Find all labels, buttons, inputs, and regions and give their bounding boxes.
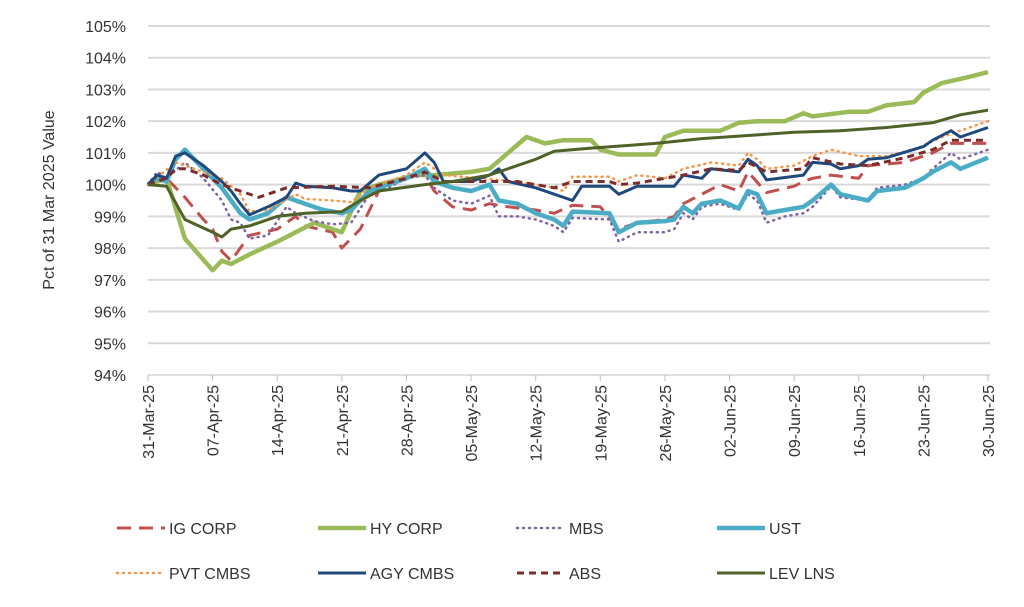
y-tick-label: 99% xyxy=(94,209,126,226)
legend-item-ig-corp: IG CORP xyxy=(117,521,237,538)
legend-item-mbs: MBS xyxy=(515,521,604,538)
series-line-lev-lns xyxy=(147,108,989,239)
x-tick-label: 30-Jun-25 xyxy=(981,385,998,457)
x-tick-label: 23-Jun-25 xyxy=(916,385,933,457)
y-tick-label: 105% xyxy=(85,19,126,36)
series-line-mbs xyxy=(146,148,990,243)
x-tick-label: 19-May-25 xyxy=(593,385,610,462)
legend-label: UST xyxy=(769,521,801,538)
y-axis-title: Pct of 31 Mar 2025 Value xyxy=(41,110,58,289)
legend-label: MBS xyxy=(569,521,604,538)
legend-label: HY CORP xyxy=(370,521,443,538)
series-line-pvt-cmbs xyxy=(146,119,990,213)
legend-label: ABS xyxy=(569,566,601,583)
y-tick-label: 100% xyxy=(85,178,126,195)
x-tick-label: 21-Apr-25 xyxy=(335,385,352,456)
y-tick-label: 101% xyxy=(85,146,126,163)
x-tick-label: 28-Apr-25 xyxy=(399,385,416,456)
y-tick-label: 94% xyxy=(94,368,126,385)
series-line-hy-corp xyxy=(147,69,989,273)
x-tick-label: 09-Jun-25 xyxy=(787,385,804,457)
x-tick-label: 02-Jun-25 xyxy=(723,385,740,457)
series-line-abs xyxy=(147,138,988,199)
y-tick-label: 97% xyxy=(94,273,126,290)
y-tick-label: 95% xyxy=(94,336,126,353)
y-tick-label: 102% xyxy=(85,114,126,131)
x-axis-ticks: 31-Mar-25 07-Apr-25 14-Apr-25 21-Apr-25 28-A… xyxy=(141,375,998,461)
legend-item-agy-cmbs: AGY CMBS xyxy=(318,566,454,583)
legend-item-hy-corp: HY CORP xyxy=(318,521,443,538)
legend-label: AGY CMBS xyxy=(370,566,454,583)
legend-item-pvt-cmbs: PVT CMBS xyxy=(115,566,251,583)
y-tick-label: 104% xyxy=(85,51,126,68)
series-line-ust xyxy=(146,147,989,235)
legend: IG CORP HY CORP MBS UST PVT CMBS AGY CMBS ABS L… xyxy=(115,521,835,583)
legend-item-lev-lns: LEV LNS xyxy=(717,566,835,583)
legend-item-abs: ABS xyxy=(517,566,601,583)
x-tick-label: 31-Mar-25 xyxy=(141,385,158,459)
x-tick-label: 05-May-25 xyxy=(464,385,481,462)
legend-label: PVT CMBS xyxy=(169,566,251,583)
legend-label: LEV LNS xyxy=(769,566,835,583)
gridlines xyxy=(148,25,990,345)
x-tick-label: 26-May-25 xyxy=(658,385,675,462)
legend-item-ust: UST xyxy=(717,521,801,538)
series-line-ig-corp xyxy=(147,141,988,263)
series-line-agy-cmbs xyxy=(146,126,989,217)
y-tick-label: 103% xyxy=(85,82,126,99)
y-axis-ticks: 94% 95% 96% 97% 98% 99% 100% 101% 102% 103% 104% 10… xyxy=(85,19,126,385)
y-tick-label: 98% xyxy=(94,241,126,258)
x-tick-label: 16-Jun-25 xyxy=(852,385,869,457)
x-tick-label: 14-Apr-25 xyxy=(270,385,287,456)
x-tick-label: 07-Apr-25 xyxy=(206,385,223,456)
x-tick-label: 12-May-25 xyxy=(529,385,546,462)
series-lines xyxy=(146,69,990,273)
legend-label: IG CORP xyxy=(169,521,237,538)
y-tick-label: 96% xyxy=(94,305,126,322)
